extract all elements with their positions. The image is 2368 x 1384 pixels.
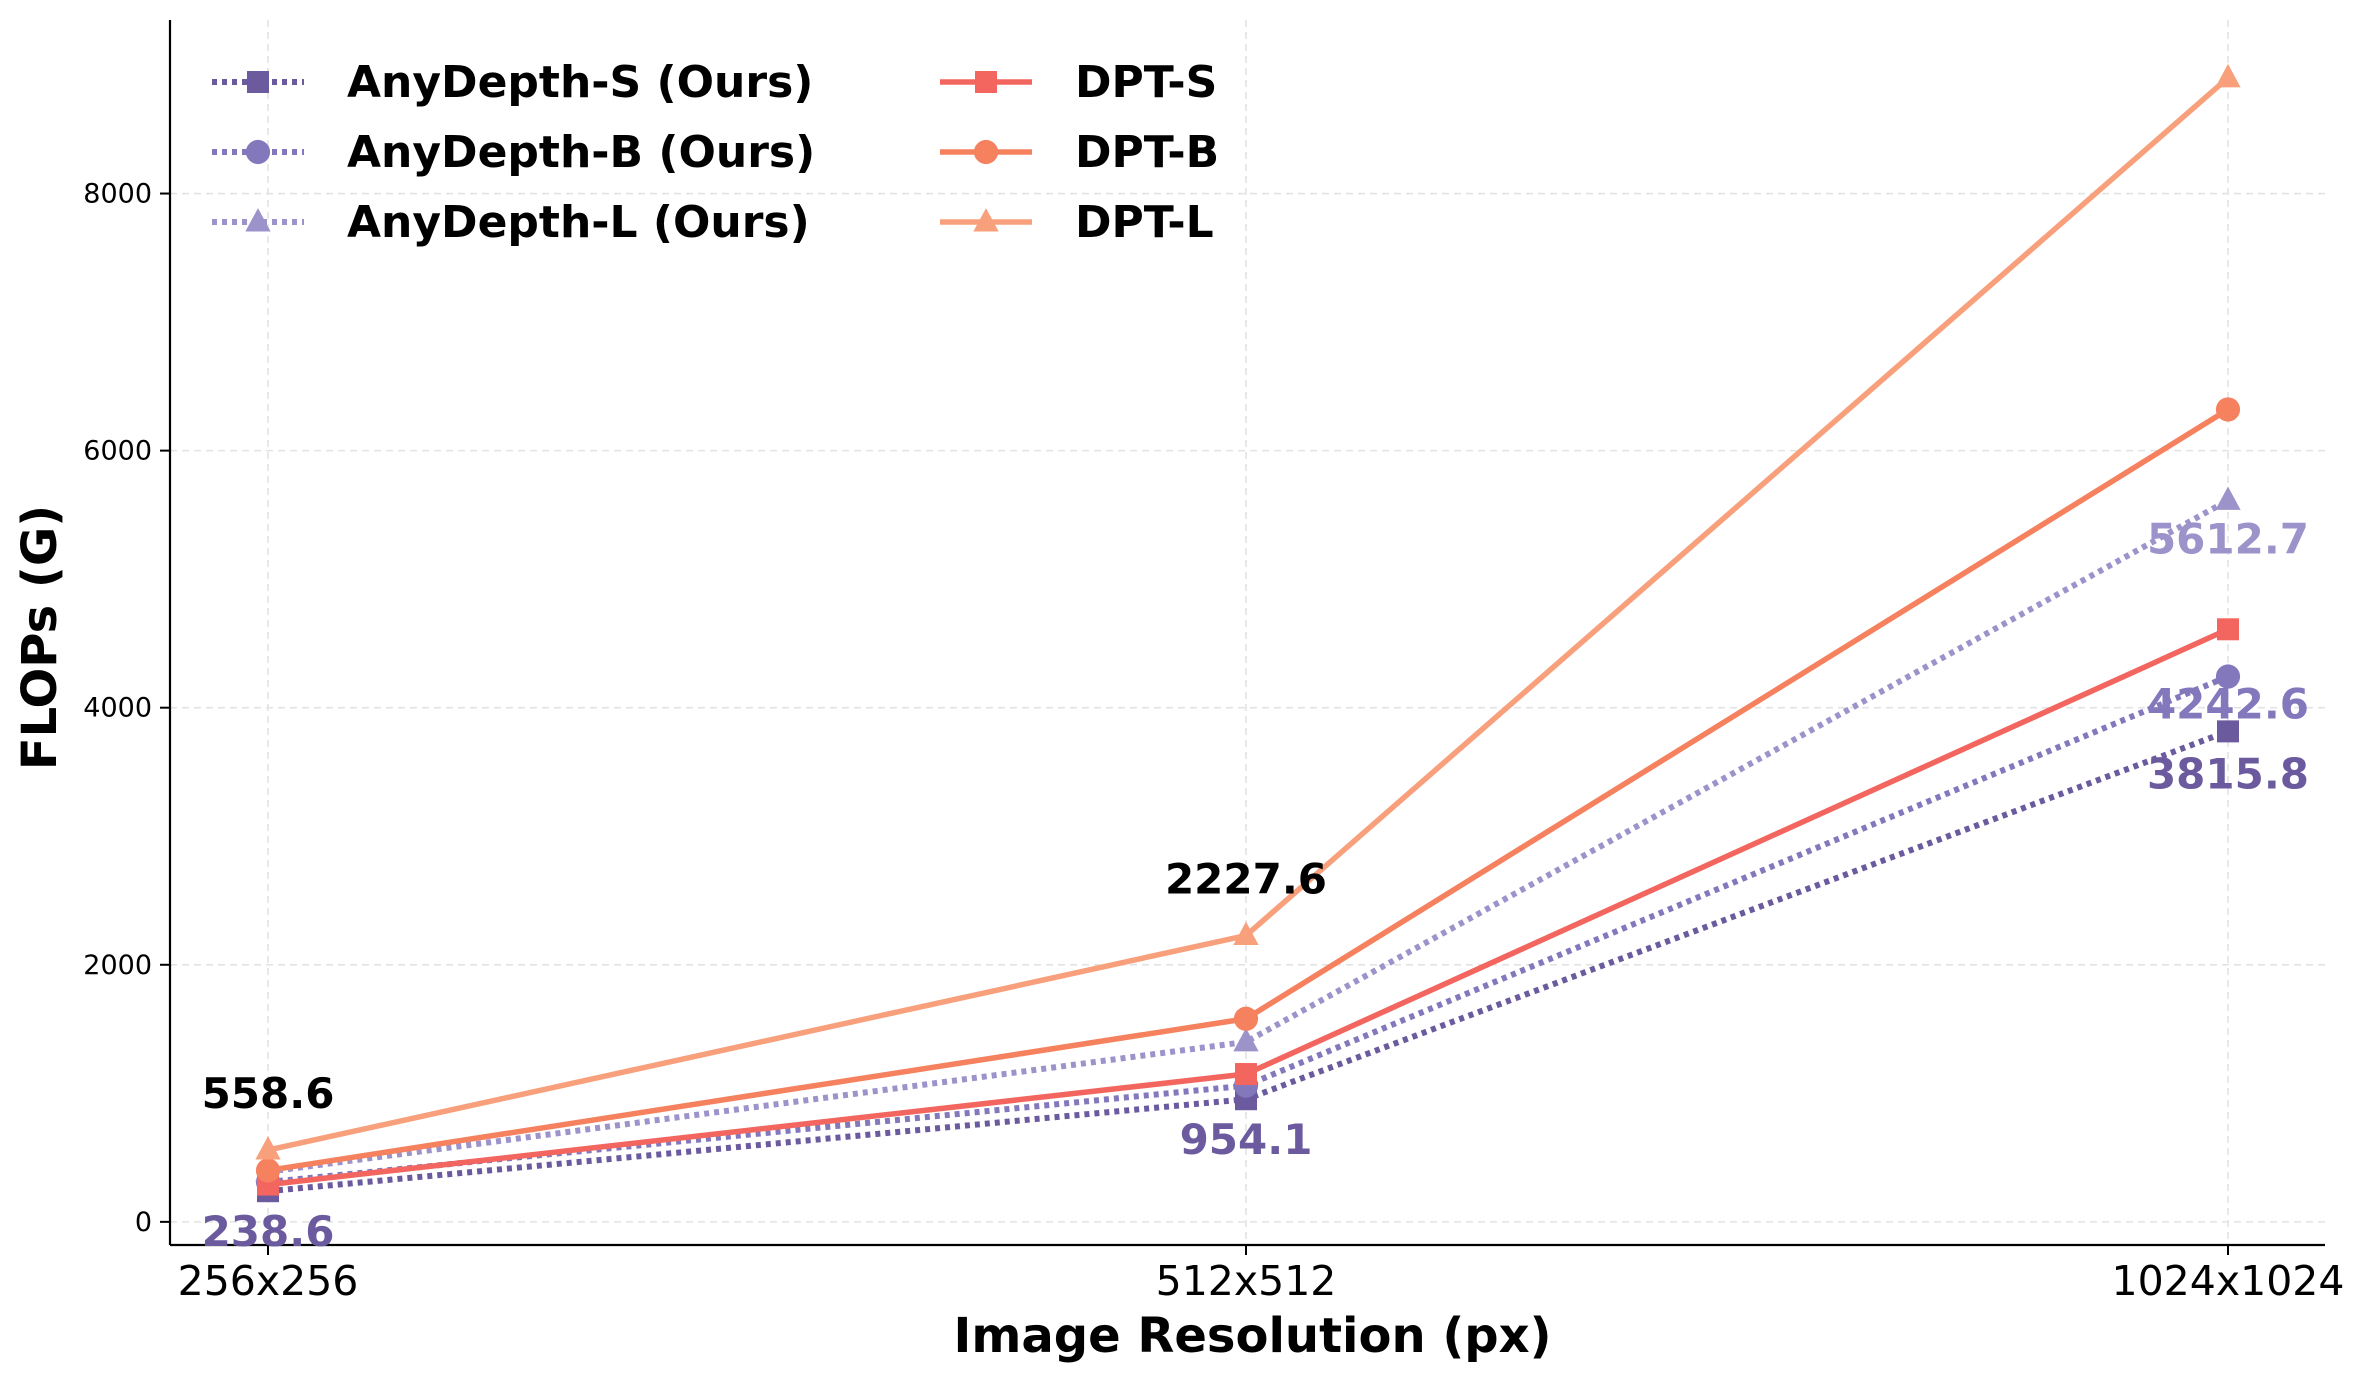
data-point: [2215, 63, 2241, 88]
data-point: [2217, 618, 2239, 641]
data-label: 558.6: [202, 1069, 335, 1118]
data-label: 4242.6: [2147, 680, 2309, 729]
data-label: 5612.7: [2147, 514, 2309, 563]
x-tick-label: 256x256: [178, 1257, 359, 1305]
data-label: 3815.8: [2147, 749, 2309, 798]
y-tick-label: 8000: [83, 179, 152, 210]
legend-item: DPT-B: [940, 127, 1219, 178]
series-line: [267, 497, 2230, 1175]
legend-marker: [247, 71, 269, 93]
data-label: 954.1: [1180, 1115, 1313, 1164]
data-point: [255, 1158, 281, 1183]
y-tick-label: 6000: [83, 436, 152, 467]
legend-marker: [973, 208, 999, 232]
data-point: [2215, 664, 2241, 689]
legend-marker: [245, 139, 271, 165]
y-tick-label: 2000: [83, 950, 152, 981]
x-tick-label: 1024x1024: [2112, 1257, 2345, 1305]
data-label: 238.6: [202, 1207, 335, 1256]
legend-item: AnyDepth-B (Ours): [212, 127, 815, 178]
legend-item: AnyDepth-L (Ours): [212, 197, 810, 248]
data-point: [1233, 921, 1259, 946]
legend-item: DPT-S: [940, 57, 1217, 108]
legend-label: AnyDepth-L (Ours): [347, 197, 810, 248]
axes: 0 2000 4000 6000 8000 256x256 512x512 1024x1024…: [12, 20, 2344, 1364]
data-label: 2227.6: [1165, 855, 1327, 904]
legend-item: DPT-L: [940, 197, 1214, 248]
legend-label: DPT-L: [1075, 197, 1214, 248]
data-point: [1233, 1006, 1259, 1031]
legend-label: AnyDepth-S (Ours): [347, 57, 813, 108]
y-tick-label: 4000: [83, 693, 152, 724]
x-tick-label: 512x512: [1156, 1257, 1337, 1305]
series-line: [267, 407, 2230, 1174]
series-group: [255, 63, 2241, 1203]
data-point: [255, 1136, 281, 1160]
legend-label: DPT-B: [1075, 127, 1219, 178]
data-point: [1235, 1063, 1257, 1086]
data-labels: 558.6 238.6 2227.6 954.1 5612.7 4242.6 3815.8: [202, 514, 2309, 1256]
legend-label: DPT-S: [1075, 57, 1217, 108]
legend-marker: [245, 208, 271, 232]
legend-marker: [975, 71, 997, 93]
y-axis-title: FLOPs (G): [12, 505, 68, 770]
series-dpt-b: [255, 397, 2241, 1183]
legend-label: AnyDepth-B (Ours): [347, 127, 815, 178]
data-point: [2217, 720, 2239, 743]
data-point: [2215, 486, 2241, 510]
x-axis-title: Image Resolution (px): [953, 1308, 1551, 1364]
y-tick-label: 0: [135, 1207, 152, 1238]
legend-item: AnyDepth-S (Ours): [212, 57, 813, 108]
legend-marker: [973, 139, 999, 165]
legend: AnyDepth-S (Ours) AnyDepth-B (Ours) AnyDep…: [212, 57, 1219, 248]
series-dpt-l: [255, 63, 2241, 1160]
series-dpt-s: [257, 618, 2239, 1196]
data-point: [2215, 397, 2241, 422]
data-point: [1233, 1027, 1259, 1052]
